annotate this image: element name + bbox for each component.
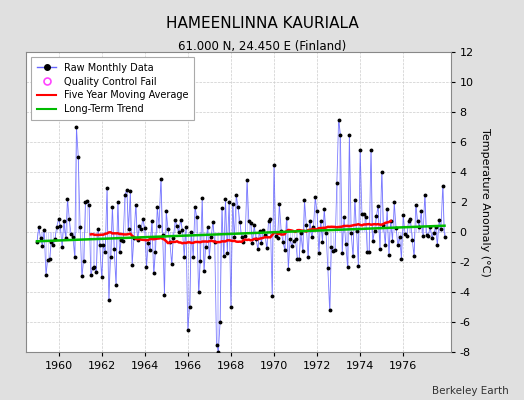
Y-axis label: Temperature Anomaly (°C): Temperature Anomaly (°C): [481, 128, 490, 276]
Legend: Raw Monthly Data, Quality Control Fail, Five Year Moving Average, Long-Term Tren: Raw Monthly Data, Quality Control Fail, …: [31, 57, 194, 120]
Text: 61.000 N, 24.450 E (Finland): 61.000 N, 24.450 E (Finland): [178, 40, 346, 53]
Text: Berkeley Earth: Berkeley Earth: [432, 386, 508, 396]
Text: HAMEENLINNA KAURIALA: HAMEENLINNA KAURIALA: [166, 16, 358, 31]
